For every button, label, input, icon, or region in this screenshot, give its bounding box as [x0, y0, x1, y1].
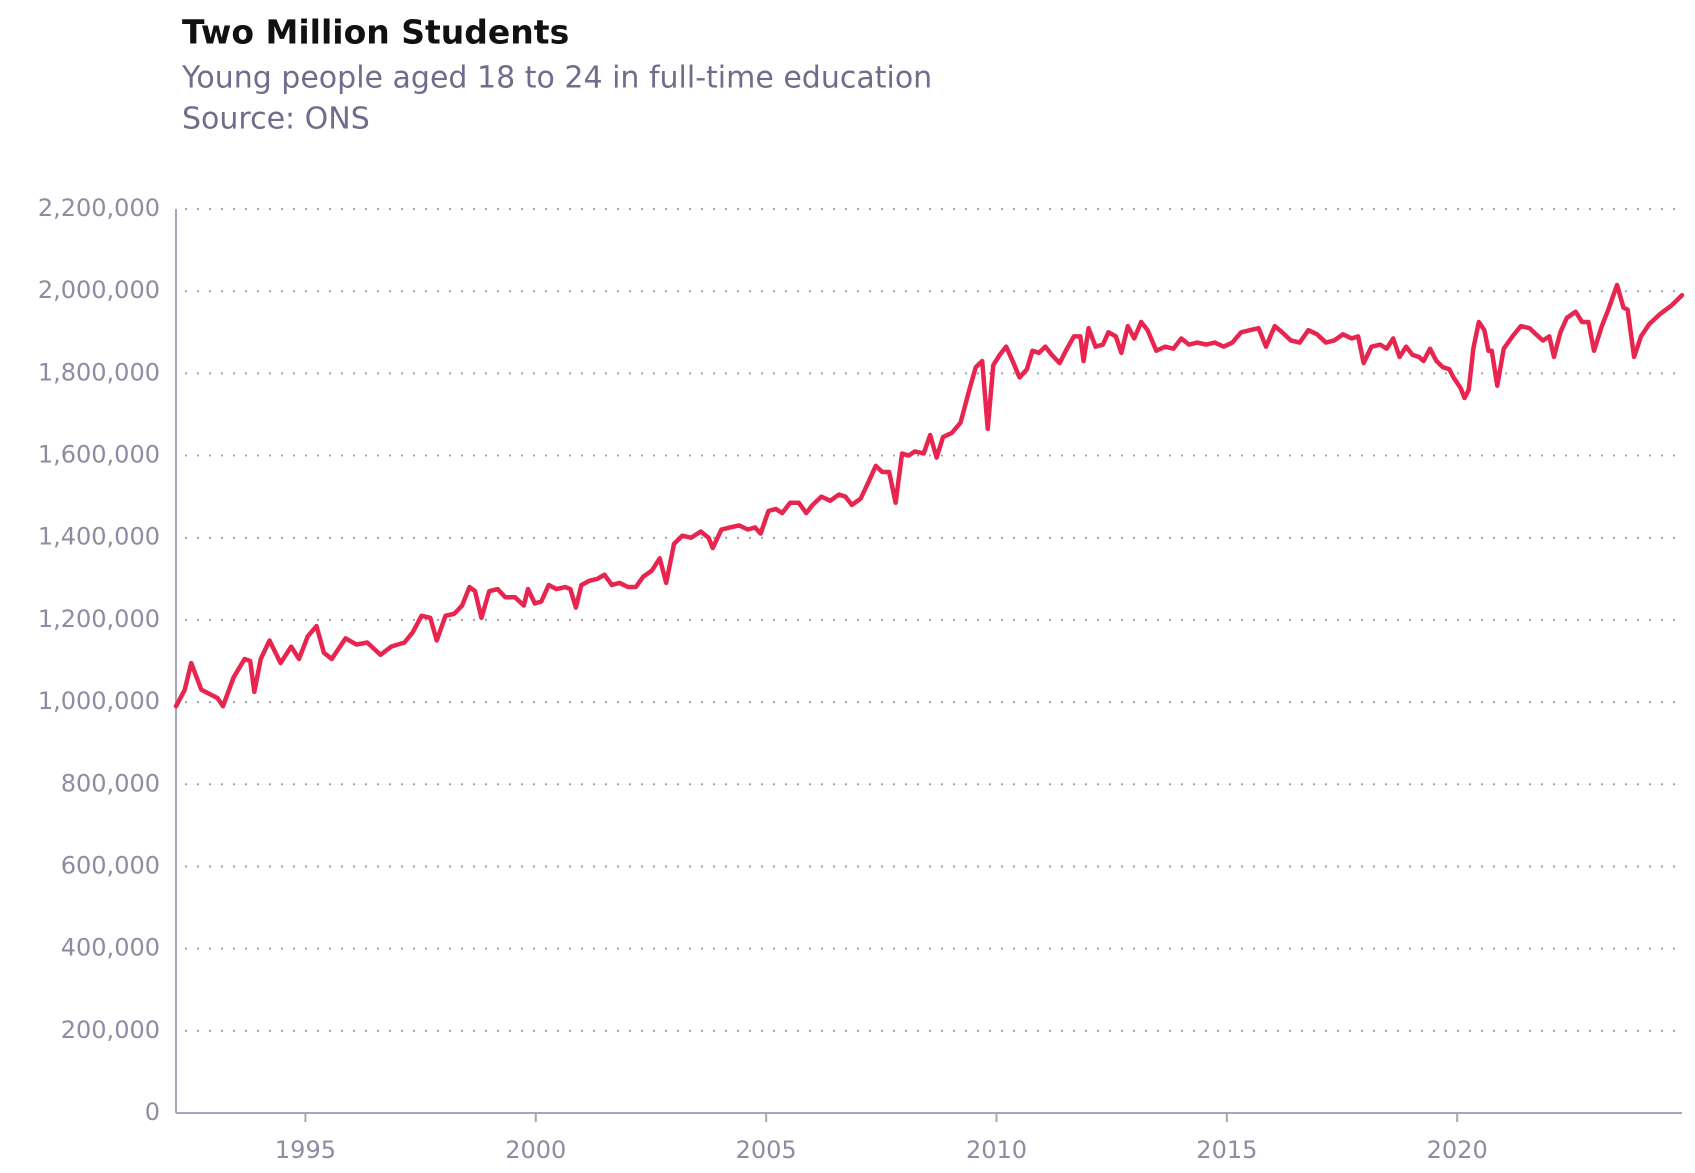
y-tick-label: 800,000: [61, 769, 160, 797]
x-tick-label: 2020: [1427, 1136, 1488, 1164]
y-tick-label: 1,400,000: [38, 523, 160, 551]
y-tick-label: 200,000: [61, 1016, 160, 1044]
chart-title: Two Million Students: [182, 13, 569, 52]
y-tick-label: 1,200,000: [38, 605, 160, 633]
y-tick-label: 1,800,000: [38, 358, 160, 386]
y-tick-label: 2,200,000: [38, 194, 160, 222]
y-tick-label: 400,000: [61, 934, 160, 962]
y-tick-label: 1,000,000: [38, 687, 160, 715]
y-tick-label: 600,000: [61, 851, 160, 879]
x-tick-label: 2010: [966, 1136, 1027, 1164]
x-tick-label: 1995: [275, 1136, 336, 1164]
y-tick-label: 2,000,000: [38, 276, 160, 304]
x-tick-label: 2000: [505, 1136, 566, 1164]
chart-source: Source: ONS: [182, 102, 370, 137]
y-tick-label: 1,600,000: [38, 441, 160, 469]
y-tick-label: 0: [145, 1098, 160, 1126]
x-tick-label: 2015: [1196, 1136, 1257, 1164]
chart-subtitle: Young people aged 18 to 24 in full-time …: [181, 61, 932, 96]
x-tick-label: 2005: [736, 1136, 797, 1164]
data-line: [173, 282, 1685, 709]
